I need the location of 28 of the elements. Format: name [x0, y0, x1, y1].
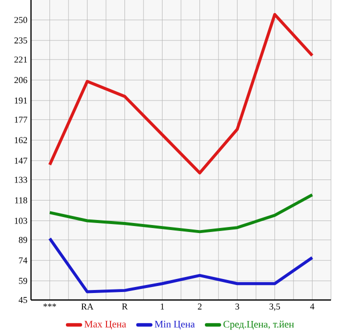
x-tick-label: 2	[198, 304, 202, 310]
x-tick-label: 3,5	[270, 304, 280, 311]
line-series	[48, 12, 314, 174]
y-tick-label: 103	[14, 218, 28, 224]
y-tick-label: 45	[18, 297, 28, 303]
y-tick-label: 162	[14, 137, 27, 144]
legend-label: Max Цена	[84, 320, 126, 330]
x-tick-label: 3	[235, 304, 240, 310]
y-tick-label: 191	[14, 98, 27, 104]
x-tick-label: 4	[310, 304, 314, 310]
x-tick-label: 1	[160, 304, 164, 310]
legend-label: Min Цена	[154, 320, 195, 330]
y-tick-label: 118	[15, 197, 28, 204]
y-tick-label: 59	[19, 278, 28, 284]
y-tick-label: 147	[14, 158, 28, 164]
y-tick-label: 206	[14, 77, 28, 84]
x-tick-label: R	[122, 304, 128, 310]
x-tick-label: RA	[81, 304, 94, 310]
y-tick-label: 89	[18, 236, 28, 243]
y-tick-label: 133	[14, 176, 28, 183]
x-tick-label: ***	[43, 304, 56, 307]
y-tick-label: 177	[14, 116, 28, 123]
line-series	[48, 237, 314, 294]
legend-label: Сред.Цена, т.йен	[224, 320, 294, 330]
y-tick-label: 235	[14, 37, 28, 44]
y-tick-label: 221	[14, 56, 27, 63]
y-tick-label: 250	[14, 16, 28, 23]
y-tick-label: 74	[19, 257, 28, 264]
